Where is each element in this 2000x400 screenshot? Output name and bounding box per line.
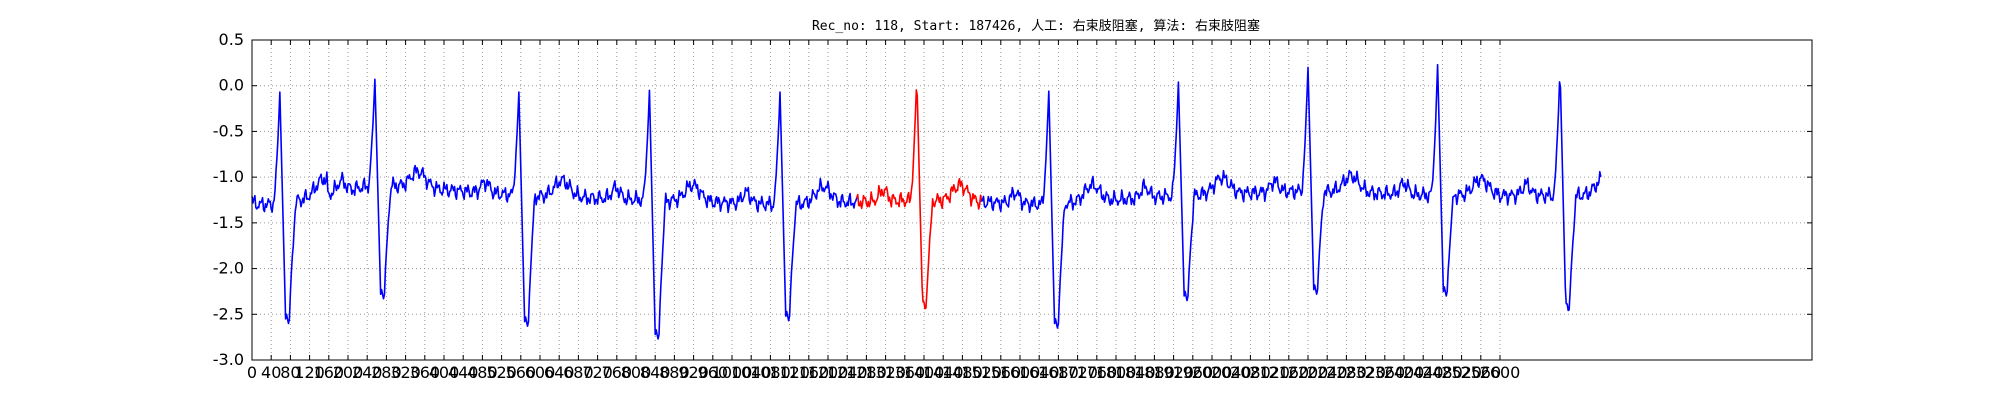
x-tick-label: 1800 [1096, 363, 1137, 382]
x-tick-label: 280 [371, 363, 402, 382]
y-tick-label: -3.0 [213, 350, 244, 369]
x-tick-label: 2480 [1422, 363, 1463, 382]
x-tick-label: 320 [390, 363, 421, 382]
x-tick-label: 920 [678, 363, 709, 382]
x-tick-label: 600 [525, 363, 556, 382]
series-layer [251, 63, 1602, 340]
x-tick-label: 2280 [1326, 363, 1367, 382]
x-tick-label: 960 [698, 363, 729, 382]
x-tick-label: 1440 [923, 363, 964, 382]
x-tick-label: 2080 [1230, 363, 1271, 382]
x-tick-label: 640 [544, 363, 575, 382]
x-tick-label: 1760 [1076, 363, 1117, 382]
x-tick-label: 1680 [1038, 363, 1079, 382]
x-tick-label: 2560 [1460, 363, 1501, 382]
x-tick-label: 1320 [865, 363, 906, 382]
x-tick-label: 2000 [1192, 363, 1233, 382]
ecg-highlight-segment [856, 89, 983, 310]
x-tick-label: 40 [261, 363, 281, 382]
x-tick-label: 1720 [1057, 363, 1098, 382]
x-tick-label: 1400 [904, 363, 945, 382]
y-tick-label: 0.0 [219, 76, 244, 95]
x-tick-label: 2400 [1384, 363, 1425, 382]
x-tick-label: 1360 [884, 363, 925, 382]
x-tick-label: 2040 [1211, 363, 1252, 382]
x-tick-label: 360 [410, 363, 441, 382]
y-axis: -3.0 -2.5 -2.0 -1.5 -1.0 -0.5 0.0 0.5 [213, 30, 1812, 369]
ecg-trace-segment [251, 78, 858, 340]
x-tick-label: 1880 [1134, 363, 1175, 382]
y-tick-label: -2.0 [213, 259, 244, 278]
x-tick-label: 520 [486, 363, 517, 382]
x-tick-label: 880 [659, 363, 690, 382]
x-tick-label: 120 [294, 363, 325, 382]
x-tick-label: 80 [280, 363, 300, 382]
x-tick-label: 1040 [731, 363, 772, 382]
x-tick-label: 2160 [1268, 363, 1309, 382]
y-tick-label: 0.5 [219, 30, 244, 49]
x-tick-label: 440 [448, 363, 479, 382]
ecg-trace-segment [980, 63, 1602, 329]
x-tick-label: 1840 [1115, 363, 1156, 382]
x-tick-label: 400 [429, 363, 460, 382]
x-tick-label: 200 [333, 363, 364, 382]
x-tick-label: 560 [506, 363, 537, 382]
x-tick-label: 160 [314, 363, 345, 382]
y-tick-label: -0.5 [213, 121, 244, 140]
x-tick-label: 2320 [1345, 363, 1386, 382]
x-tick-label: 720 [582, 363, 613, 382]
x-tick-label: 2120 [1249, 363, 1290, 382]
x-tick-label: 1560 [980, 363, 1021, 382]
x-tick-label: 480 [467, 363, 498, 382]
chart-title: Rec_no: 118, Start: 187426, 人工: 右束肢阻塞, 算… [812, 18, 1260, 34]
x-tick-label: 2240 [1307, 363, 1348, 382]
x-tick-label: 2520 [1441, 363, 1482, 382]
x-tick-label: 800 [621, 363, 652, 382]
x-tick-label: 1200 [808, 363, 849, 382]
x-tick-label: 0 [247, 363, 257, 382]
x-tick-label: 1160 [788, 363, 829, 382]
y-tick-label: -2.5 [213, 304, 244, 323]
x-tick-label: 840 [640, 363, 671, 382]
grid-lines [252, 40, 1812, 360]
x-tick-label: 1520 [961, 363, 1002, 382]
x-tick-label: 1960 [1172, 363, 1213, 382]
x-tick-label: 1280 [846, 363, 887, 382]
x-tick-label: 1120 [769, 363, 810, 382]
x-tick-label: 240 [352, 363, 383, 382]
x-tick-label: 680 [563, 363, 594, 382]
plot-frame [251, 39, 1813, 361]
x-axis: 0 408012016020024028032036040044048052056… [247, 40, 1520, 382]
x-tick-label: 2600 [1480, 363, 1521, 382]
x-tick-label: 2360 [1364, 363, 1405, 382]
x-tick-label: 1480 [942, 363, 983, 382]
x-tick-label: 1600 [1000, 363, 1041, 382]
y-tick-label: -1.5 [213, 213, 244, 232]
x-tick-label: 2440 [1403, 363, 1444, 382]
x-tick-label: 1240 [827, 363, 868, 382]
x-tick-label: 1920 [1153, 363, 1194, 382]
x-tick-label: 1080 [750, 363, 791, 382]
x-tick-label: 760 [602, 363, 633, 382]
x-tick-label: 1000 [712, 363, 753, 382]
y-tick-label: -1.0 [213, 167, 244, 186]
x-tick-label: 2200 [1288, 363, 1329, 382]
x-tick-label: 1640 [1019, 363, 1060, 382]
